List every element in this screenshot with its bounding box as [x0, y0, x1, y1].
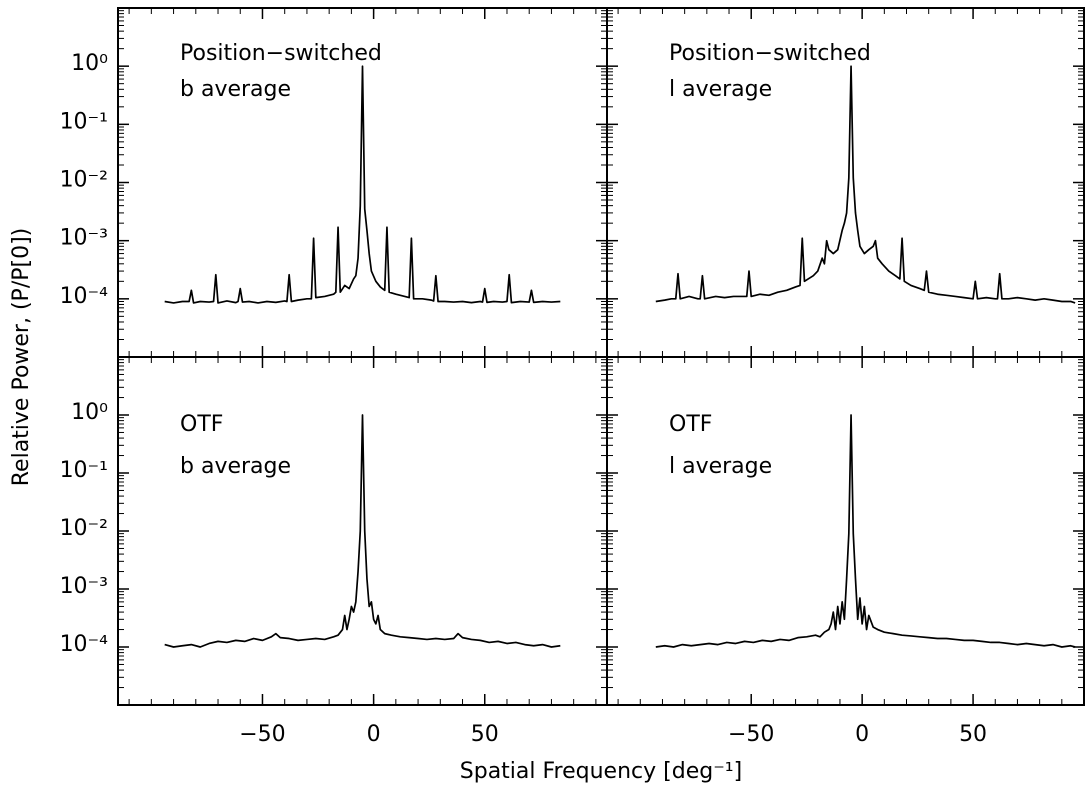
y-axis-label: Relative Power, (P/P[0])	[9, 228, 34, 487]
annotation: l average	[669, 77, 772, 102]
data-line	[655, 414, 1076, 648]
x-tick-label: 0	[367, 722, 381, 747]
annotation: Position−switched	[180, 41, 382, 66]
y-tick-label: 10⁻³	[60, 574, 108, 599]
y-tick-label: 10⁰	[71, 51, 108, 76]
annotation: Position−switched	[669, 41, 871, 66]
x-tick-label: 50	[471, 722, 499, 747]
x-axis-label: Spatial Frequency [deg⁻¹]	[460, 759, 742, 784]
y-tick-label: 10⁰	[71, 400, 108, 425]
data-line	[164, 414, 561, 648]
x-tick-label: 0	[855, 722, 869, 747]
y-tick-label: 10⁻³	[60, 226, 108, 251]
x-tick-label: 50	[959, 722, 987, 747]
y-tick-label: 10⁻⁴	[60, 632, 109, 657]
x-tick-label: −50	[728, 722, 774, 747]
y-tick-label: 10⁻¹	[60, 109, 108, 134]
panel-frame	[117, 356, 608, 706]
panel-frame	[606, 356, 1085, 706]
annotation: l average	[669, 454, 772, 479]
data-line	[164, 65, 561, 304]
annotation: OTF	[669, 412, 712, 437]
y-tick-label: 10⁻¹	[60, 458, 108, 483]
annotation: b average	[180, 454, 291, 479]
y-tick-label: 10⁻²	[60, 516, 108, 541]
annotation: OTF	[180, 412, 223, 437]
annotation: b average	[180, 77, 291, 102]
y-tick-label: 10⁻²	[60, 168, 108, 193]
data-line	[655, 65, 1076, 304]
y-tick-label: 10⁻⁴	[60, 284, 109, 309]
x-tick-label: −50	[239, 722, 285, 747]
